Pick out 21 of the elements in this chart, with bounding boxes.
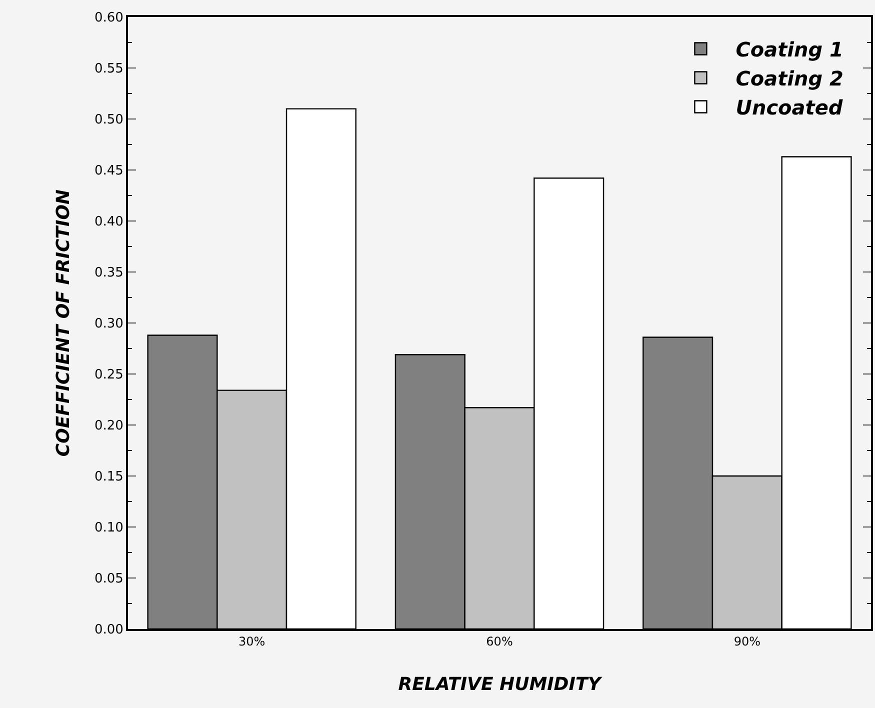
- legend-label: Uncoated: [736, 96, 844, 120]
- y-tick-label: 0.00: [94, 622, 124, 638]
- y-tick-label: 0.50: [94, 112, 124, 128]
- x-tick-label: 90%: [734, 634, 761, 648]
- y-tick-label: 0.55: [94, 62, 124, 77]
- y-tick-label: 0.20: [94, 418, 124, 434]
- y-tick-label: 0.35: [94, 266, 124, 281]
- x-tick-label: 30%: [238, 634, 266, 648]
- y-tick-label: 0.15: [94, 470, 124, 485]
- y-tick-label: 0.40: [94, 214, 124, 230]
- y-tick-label: 0.25: [94, 368, 124, 383]
- y-tick-label: 0.30: [94, 316, 124, 332]
- y-tick-label: 0.60: [94, 10, 124, 26]
- x-axis-title: RELATIVE HUMIDITY: [398, 674, 603, 695]
- legend-label: Coating 1: [736, 38, 844, 62]
- y-tick-label: 0.45: [94, 164, 124, 179]
- y-tick-label: 0.05: [94, 572, 124, 587]
- x-tick-label: 60%: [486, 634, 513, 648]
- y-tick-label: 0.10: [94, 520, 124, 536]
- y-axis-title: COEFFICIENT OF FRICTION: [53, 189, 74, 457]
- legend-label: Coating 2: [736, 66, 844, 91]
